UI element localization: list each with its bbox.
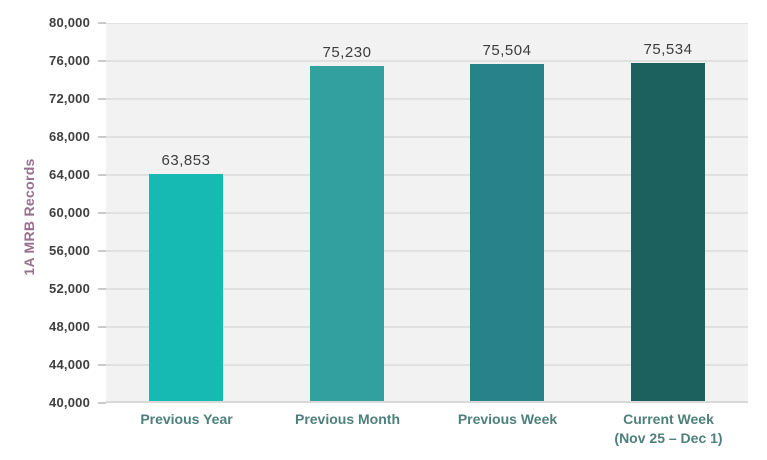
gridline	[106, 250, 748, 252]
gridline	[106, 212, 748, 214]
y-tick-label: 72,000	[49, 91, 90, 106]
y-tick-mark	[98, 60, 106, 62]
x-axis-label-line1: Previous Year	[140, 411, 233, 427]
bar-current-week	[631, 63, 705, 401]
y-tick-label: 64,000	[49, 167, 90, 182]
y-tick-label: 52,000	[49, 281, 90, 296]
bar-previous-month	[310, 66, 384, 401]
gridline	[106, 23, 748, 24]
x-axis-label-current-week: Current Week (Nov 25 – Dec 1)	[588, 410, 749, 448]
gridline	[106, 326, 748, 328]
y-tick-label: 40,000	[49, 395, 90, 410]
y-tick-mark	[98, 212, 106, 214]
y-tick-mark	[98, 174, 106, 176]
gridline	[106, 174, 748, 176]
gridline	[106, 136, 748, 138]
x-axis-label-previous-year: Previous Year	[106, 410, 267, 429]
bar-value-label: 75,504	[482, 42, 532, 59]
y-tick-label: 44,000	[49, 357, 90, 372]
x-axis-label-line2: (Nov 25 – Dec 1)	[614, 429, 723, 446]
x-axis-label-line1: Previous Week	[457, 411, 558, 427]
y-tick-mark	[98, 136, 106, 138]
x-axis-label-previous-month: Previous Month	[267, 410, 428, 429]
x-axis-label-previous-week: Previous Week	[427, 410, 588, 429]
x-axis-label-line1: Current Week	[623, 411, 714, 427]
y-tick-label: 60,000	[49, 205, 90, 220]
x-axis-label-line1: Previous Month	[294, 411, 400, 427]
y-tick-label: 56,000	[49, 243, 90, 258]
y-tick-mark	[98, 402, 106, 404]
y-tick-mark	[98, 288, 106, 290]
y-tick-mark	[98, 98, 106, 100]
bar-previous-year	[149, 174, 223, 401]
gridline	[106, 98, 748, 100]
y-tick-mark	[98, 22, 106, 24]
chart-plot-area: 63,853 75,230 75,504 75,534	[106, 23, 748, 403]
y-tick-label: 76,000	[49, 53, 90, 68]
gridline	[106, 288, 748, 290]
y-tick-label: 48,000	[49, 319, 90, 334]
gridline	[106, 364, 748, 366]
bar-previous-week	[470, 64, 544, 401]
bar-value-label: 63,853	[161, 152, 211, 169]
y-tick-mark	[98, 326, 106, 328]
y-tick-mark	[98, 250, 106, 252]
y-tick-label: 68,000	[49, 129, 90, 144]
y-tick-label: 80,000	[49, 15, 90, 30]
bar-value-label: 75,534	[643, 41, 693, 58]
bar-value-label: 75,230	[322, 44, 372, 61]
gridline	[106, 60, 748, 62]
y-tick-mark	[98, 364, 106, 366]
